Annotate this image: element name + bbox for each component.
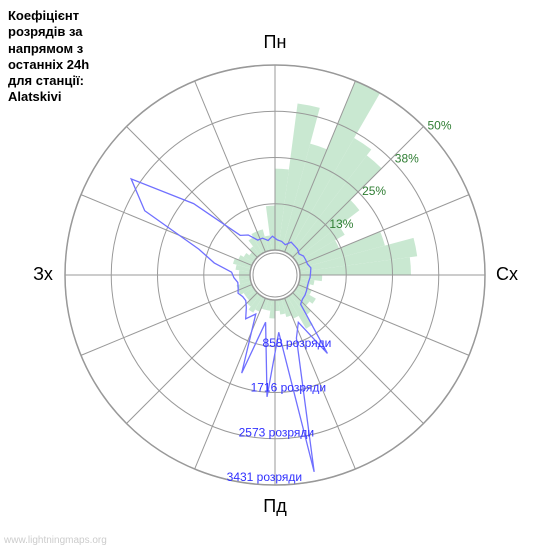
cardinal-S: Пд [263,496,287,516]
pct-ring-label: 25% [362,184,386,198]
chart-title: Коефіцієнтрозрядів занапрямом зостанніх … [8,8,89,106]
cardinal-E: Сх [496,264,518,284]
count-ring-label: 2573 розряди [239,425,315,439]
pct-ring-label: 38% [395,151,419,165]
pct-ring-label: 50% [427,119,451,133]
count-ring-label: 1716 розряди [251,381,326,395]
footer-attribution: www.lightningmaps.org [4,535,107,546]
cardinal-N: Пн [264,32,287,52]
cardinal-W: Зх [33,264,53,284]
grid-spoke [81,285,252,356]
grid-spoke [127,127,258,258]
count-ring-label: 3431 розряди [227,470,303,484]
grid-spoke [195,81,266,252]
grid-inner [250,250,300,300]
grid-spoke [293,293,424,424]
grid-spoke [127,293,258,424]
count-ring-label: 858 розряди [263,336,332,350]
pct-ring-label: 13% [329,217,353,231]
grid-spoke [81,195,252,266]
